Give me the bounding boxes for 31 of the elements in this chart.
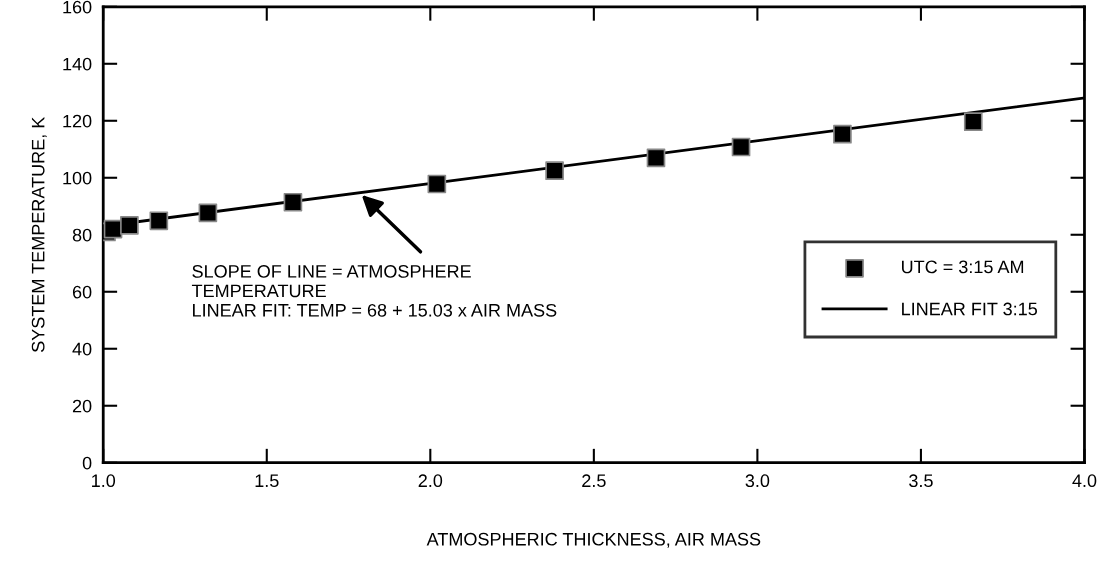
y-tick-label: 160 — [63, 0, 92, 14]
point — [646, 148, 666, 168]
y-tick-label: 40 — [72, 342, 92, 356]
x-tick-label: 1.0 — [92, 474, 116, 488]
y-tick-label: 140 — [63, 57, 92, 71]
y-axis-title: SYSTEM TEMPERATURE, K — [31, 116, 47, 352]
annotation: SLOPE OF LINE = ATMOSPHERE TEMPERATURE LINEAR FIT: TEMP = 68 + 15.03 x AIR MASS — [191, 265, 557, 317]
y-tick-label: 100 — [63, 171, 92, 185]
y-tick-label: 120 — [63, 114, 92, 128]
point — [198, 203, 218, 223]
x-axis-title: ATMOSPHERIC THICKNESS, AIR MASS — [426, 532, 761, 548]
y-tick-label: 80 — [72, 228, 92, 242]
x-tick-label: 3.0 — [745, 474, 770, 488]
legend-label: UTC = 3:15 AM — [902, 260, 1024, 274]
point — [833, 124, 852, 144]
y-tick-label: 20 — [72, 399, 92, 413]
x-tick-label: 1.5 — [255, 474, 279, 488]
x-tick-label: 2.5 — [582, 474, 606, 488]
point — [963, 112, 983, 131]
x-tick-label: 4.0 — [1072, 474, 1097, 488]
legend-label: LINEAR FIT 3:15 — [902, 302, 1038, 316]
y-tick-label: 0 — [82, 456, 92, 470]
point — [149, 211, 169, 231]
point — [731, 137, 751, 157]
y-tick-label: 60 — [72, 285, 92, 299]
x-tick-label: 2.0 — [418, 474, 443, 488]
x-tick-label: 3.5 — [909, 474, 933, 488]
point — [283, 192, 303, 212]
point — [545, 161, 564, 180]
point — [427, 174, 447, 194]
point — [120, 216, 139, 235]
